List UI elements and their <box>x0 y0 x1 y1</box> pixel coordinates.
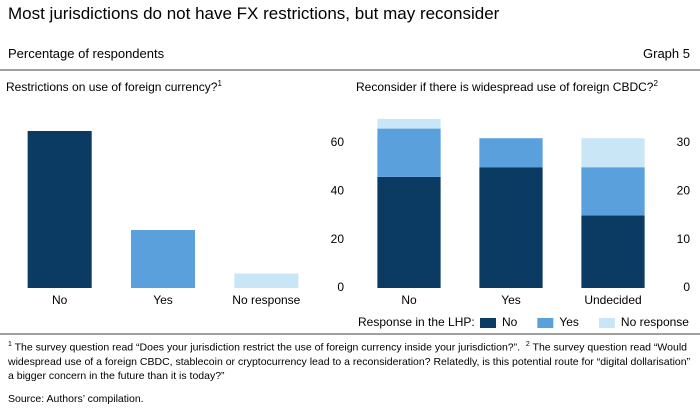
x-tick-label: Yes <box>153 293 173 307</box>
footnote-mark: 1 <box>8 341 12 348</box>
bar <box>27 130 92 288</box>
legend-title: Response in the LHP: <box>358 315 475 329</box>
y-tick-label: 20 <box>677 184 691 198</box>
subtitle: Percentage of respondents <box>8 46 165 61</box>
y-tick-label: 20 <box>331 232 345 246</box>
x-tick-label: No <box>52 293 68 307</box>
charts: Restrictions on use of foreign currency?… <box>0 69 700 335</box>
legend-label: No response <box>621 315 689 329</box>
panel-title-note: 1 <box>217 79 222 88</box>
bar-segment <box>479 167 543 288</box>
bar-segment <box>377 118 441 129</box>
panel-title: Restrictions on use of foreign currency?… <box>6 79 222 94</box>
bar-segment <box>377 128 441 177</box>
footnote-mark: 2 <box>525 341 530 348</box>
panel-title-text: Restrictions on use of foreign currency? <box>6 80 218 94</box>
legend-label: No <box>502 315 518 329</box>
x-tick-label: Undecided <box>584 293 641 307</box>
y-tick-label: 30 <box>677 135 691 149</box>
bar-segment <box>581 167 645 216</box>
x-tick-label: Yes <box>501 293 521 307</box>
graph-label: Graph 5 <box>643 46 690 61</box>
y-tick-label: 40 <box>331 184 345 198</box>
y-tick-label: 60 <box>331 135 345 149</box>
footnote: The survey question read “Does your juri… <box>14 341 521 354</box>
x-tick-label: No response <box>232 293 300 307</box>
y-tick-label: 10 <box>677 232 691 246</box>
panel-title-note: 2 <box>653 79 658 88</box>
bar <box>130 230 196 288</box>
legend-swatch <box>598 318 615 328</box>
footnote: The survey question read “Would widespre… <box>8 341 691 382</box>
footnotes: 1 The survey question read “Does your ju… <box>8 338 692 383</box>
y-tick-label: 0 <box>337 280 344 294</box>
legend-swatch <box>480 318 496 328</box>
y-tick-label: 0 <box>683 280 690 294</box>
title: Most jurisdictions do not have FX restri… <box>8 4 500 23</box>
bar-segment <box>377 176 441 288</box>
legend-label: Yes <box>559 315 579 329</box>
legend-swatch <box>537 318 554 328</box>
bar-segment <box>581 138 645 168</box>
source: Source: Authors’ compilation. <box>8 393 144 405</box>
bar <box>234 273 299 288</box>
x-tick-label: No <box>401 293 417 307</box>
panel-title-text: Reconsider if there is widespread use of… <box>356 80 654 94</box>
panel-title: Reconsider if there is widespread use of… <box>356 79 658 94</box>
bar-segment <box>479 138 543 168</box>
bar-segment <box>581 215 645 288</box>
